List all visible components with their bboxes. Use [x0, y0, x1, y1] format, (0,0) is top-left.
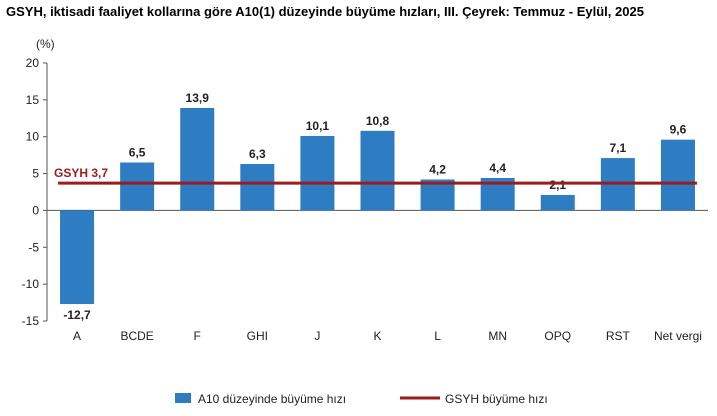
x-tick-label: OPQ: [544, 329, 571, 343]
data-label: 13,9: [186, 91, 210, 105]
x-tick-label: J: [314, 329, 320, 343]
bar: [180, 107, 215, 211]
data-label: 6,3: [249, 147, 266, 161]
x-tick-label: GHI: [247, 329, 268, 343]
x-tick-label: K: [373, 329, 381, 343]
y-tick-label: -15: [22, 314, 40, 328]
y-tick-label: -10: [22, 277, 40, 291]
y-tick-label: -5: [28, 240, 39, 254]
legend-swatch-bars: [175, 393, 191, 403]
legend-label-bars: A10 düzeyinde büyüme hızı: [198, 392, 346, 406]
data-label: 9,6: [670, 123, 687, 137]
bar: [360, 130, 395, 211]
bar: [300, 135, 335, 211]
x-tick-label: L: [434, 329, 441, 343]
bar: [240, 163, 275, 211]
legend-label-line: GSYH büyüme hızı: [445, 392, 548, 406]
data-label: 10,8: [366, 114, 390, 128]
y-tick-label: 10: [26, 130, 40, 144]
x-tick-label: Net vergi: [654, 329, 702, 343]
y-tick-label: 0: [32, 203, 39, 217]
y-axis-unit-label: (%): [36, 37, 55, 51]
bar: [540, 194, 575, 211]
bar: [660, 139, 695, 211]
data-label: 6,5: [129, 146, 146, 160]
x-tick-label: RST: [606, 329, 631, 343]
x-tick-label: A: [73, 329, 81, 343]
reference-line-label: GSYH 3,7: [54, 166, 108, 180]
y-tick-label: 20: [26, 56, 40, 70]
y-tick-label: 5: [32, 167, 39, 181]
chart-title: GSYH, iktisadi faaliyet kollarına göre A…: [6, 4, 644, 19]
bar: [120, 162, 155, 211]
x-tick-label: F: [194, 329, 201, 343]
data-label: 2,1: [549, 178, 566, 192]
data-label: -12,7: [63, 308, 91, 322]
data-label: 4,4: [489, 161, 506, 175]
bar: [60, 210, 95, 305]
data-label: 7,1: [610, 141, 627, 155]
y-tick-label: 15: [26, 93, 40, 107]
data-label: 4,2: [429, 162, 446, 176]
x-tick-label: MN: [488, 329, 507, 343]
x-tick-label: BCDE: [120, 329, 153, 343]
data-label: 10,1: [306, 119, 330, 133]
